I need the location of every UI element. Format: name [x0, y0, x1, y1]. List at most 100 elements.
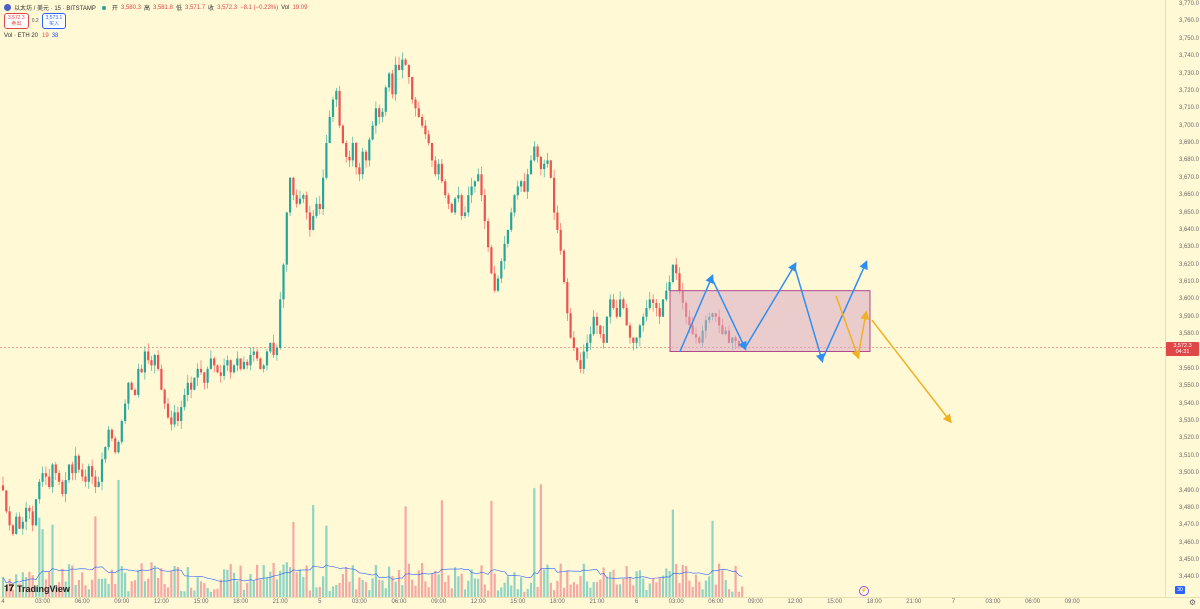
volume-bar: [407, 563, 410, 597]
price-chart[interactable]: [0, 0, 1165, 597]
time-tick-label: 06:00: [1025, 599, 1041, 605]
candle-body: [496, 278, 500, 291]
candle-body: [378, 108, 381, 117]
volume-bar: [338, 582, 341, 597]
volume-bar: [279, 570, 282, 597]
orange-arrow: [857, 310, 870, 357]
sell-button[interactable]: 3,572.3 卖出: [4, 13, 29, 29]
time-tick-label: 5: [318, 599, 322, 605]
candle-body: [592, 316, 595, 335]
price-tick-label: 3,500.0: [1178, 470, 1199, 477]
symbol-title[interactable]: 以太坊 / 美元 · 15 · BITSTAMP: [14, 6, 96, 12]
volume-bar: [28, 571, 31, 597]
market-status-icon: [101, 5, 106, 10]
blue-arrow: [794, 267, 825, 364]
volume-bar: [510, 585, 513, 597]
volume-indicator-legend[interactable]: Vol · ETH 20 19 38: [4, 33, 58, 39]
candle-body: [341, 125, 344, 143]
close-value: 3,572.3: [217, 4, 238, 11]
candle-body: [609, 299, 612, 317]
candle-body: [51, 464, 54, 488]
candle-body: [430, 143, 434, 161]
volume-bar: [153, 565, 156, 597]
price-tick-label: 3,730.0: [1178, 70, 1199, 77]
candle-body: [216, 365, 219, 373]
candle-body: [249, 354, 252, 366]
volume-bar: [364, 582, 368, 597]
volume-bar: [295, 572, 298, 597]
candle-body: [74, 455, 77, 474]
volume-bar: [110, 569, 113, 597]
candle-body: [434, 160, 437, 175]
volume-bar: [493, 573, 496, 597]
candle-body: [602, 334, 605, 343]
buy-button[interactable]: 3,573.1 买入: [41, 13, 67, 29]
chart-area[interactable]: [0, 0, 1165, 597]
volume-bar: [374, 564, 377, 597]
volume-bar: [246, 582, 249, 597]
candle-body: [150, 360, 153, 366]
volume-bar: [671, 509, 674, 597]
candle-body: [219, 372, 222, 376]
candle-body: [543, 163, 546, 170]
candle-body: [77, 455, 80, 470]
price-tick-label: 3,440.0: [1178, 574, 1199, 581]
candle-body: [190, 382, 193, 390]
volume-bar: [391, 575, 394, 597]
axis-badge[interactable]: 30: [1175, 586, 1185, 594]
volume-indicator-value2: 38: [51, 33, 59, 39]
volume-bar: [130, 581, 133, 597]
candle-body: [483, 195, 486, 222]
price-tick-label: 3,650.0: [1178, 209, 1199, 216]
tradingview-mark-icon: 𝟏𝟕: [4, 583, 15, 593]
volume-bar: [434, 570, 437, 597]
candle-body: [38, 481, 41, 500]
tradingview-logo[interactable]: 𝟏𝟕 TradingView: [4, 583, 70, 594]
volume-bar: [232, 572, 236, 597]
price-tick-label: 3,770.0: [1178, 1, 1199, 7]
volume-bar: [298, 569, 302, 597]
volume-bar: [417, 570, 420, 597]
volume-bar: [549, 582, 552, 597]
candle-body: [196, 368, 199, 378]
gear-icon[interactable]: ⚙: [1188, 598, 1196, 607]
volume-bar: [506, 576, 509, 597]
candle-body: [394, 64, 397, 95]
time-tick-label: 09:00: [114, 599, 130, 605]
candle-body: [295, 195, 298, 204]
lightning-icon[interactable]: ⚡: [859, 586, 869, 596]
candle-body: [275, 348, 278, 355]
volume-bar: [487, 590, 490, 597]
volume-bar: [414, 585, 417, 597]
candle-body: [599, 325, 602, 335]
candle-body: [414, 99, 417, 109]
candle-body: [619, 299, 622, 317]
volume-bar: [500, 587, 503, 597]
volume-bar: [619, 584, 622, 597]
candle-body: [232, 365, 236, 373]
volume-bar: [345, 567, 348, 597]
candle-body: [566, 282, 569, 314]
volume-bar: [318, 586, 321, 597]
volume-bar: [31, 575, 34, 597]
candle-body: [539, 156, 542, 170]
price-tick-label: 3,700.0: [1178, 122, 1199, 129]
volume-bar: [371, 578, 374, 597]
time-axis[interactable]: 4 03:00 06:00 09:00 12:00 15:00 18:00 21:00 5 03:…: [0, 597, 1200, 609]
volume-bar: [94, 516, 97, 597]
volume-bar: [718, 563, 721, 597]
price-axis[interactable]: 3,770.0 3,760.0 3,750.0 3,740.0 3,730.0 3,720…: [1165, 0, 1200, 597]
candle-body: [34, 499, 38, 526]
candle-body: [477, 174, 480, 182]
candle-body: [71, 464, 74, 474]
spread-value: 0.2: [31, 18, 39, 24]
volume-bar: [440, 500, 443, 597]
time-tick-label: 15:00: [193, 599, 209, 605]
time-tick-label: 21:00: [589, 599, 605, 605]
price-tick-label: 3,590.0: [1178, 313, 1199, 320]
volume-bar: [609, 571, 612, 597]
candle-body: [176, 412, 179, 421]
candle-body: [130, 382, 133, 390]
candle-body: [572, 337, 575, 349]
volume-bar: [176, 567, 179, 597]
